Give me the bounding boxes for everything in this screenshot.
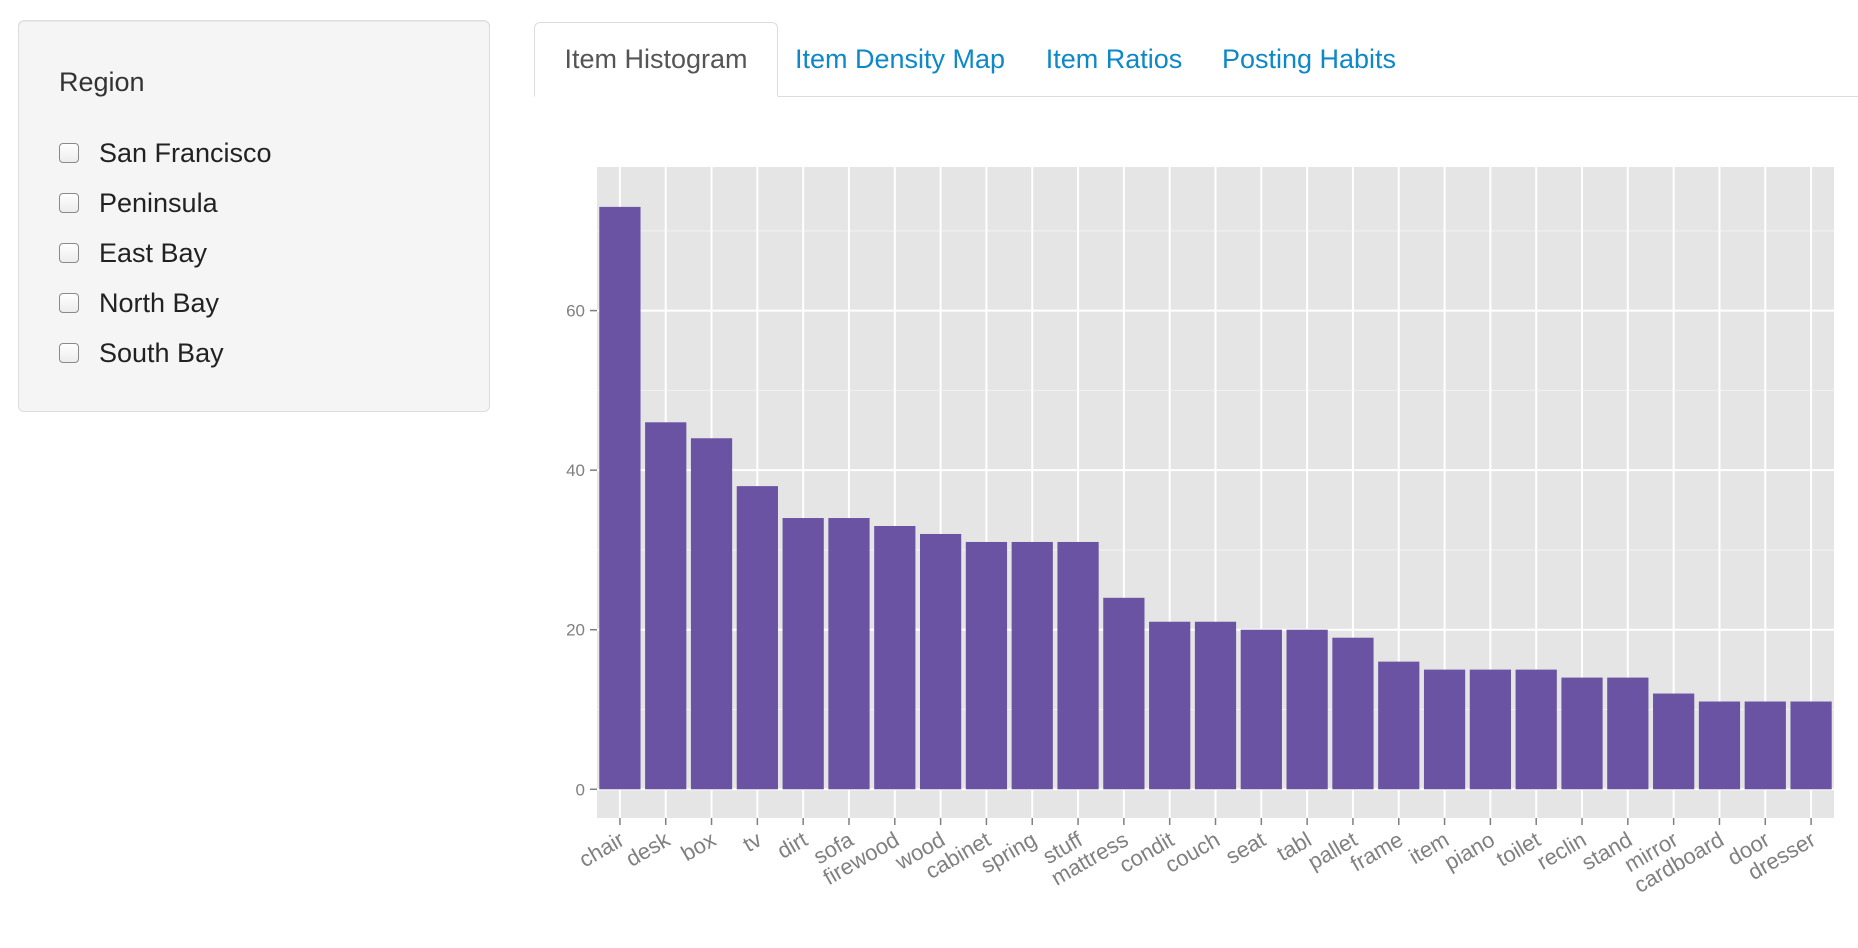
x-tick-label-dresser: dresser (1744, 827, 1820, 885)
x-tick-label-pallet: pallet (1303, 827, 1361, 875)
x-tick-label-couch: couch (1161, 827, 1224, 878)
region-filter-panel: Region San Francisco Peninsula East Bay … (18, 20, 490, 412)
x-tick-label-cabinet: cabinet (921, 827, 995, 884)
major-gridlines (597, 167, 1834, 818)
bar-sofa (828, 518, 870, 790)
bar-door (1744, 701, 1786, 790)
bar-dirt (782, 518, 824, 790)
bar-piano (1469, 669, 1512, 790)
x-tick-label-wood: wood (890, 827, 949, 875)
bar-toilet (1515, 669, 1557, 790)
x-tick-label-door: door (1723, 827, 1774, 871)
bar-spring (1011, 541, 1053, 790)
bar-firewood (874, 526, 916, 790)
bar-mattress (1103, 597, 1145, 790)
bar-frame (1378, 661, 1420, 790)
bar-cabinet (965, 541, 1008, 790)
region-option-label: Peninsula (99, 187, 218, 218)
bar-box (690, 438, 733, 790)
x-tick-label-tv: tv (739, 827, 766, 857)
region-option-label: North Bay (99, 287, 220, 318)
checkbox[interactable] (59, 193, 79, 213)
checkbox[interactable] (59, 293, 79, 313)
x-tick-label-condit: condit (1115, 827, 1178, 878)
y-tick-label: 40 (566, 461, 585, 480)
bar-stuff (1057, 541, 1099, 790)
x-tick-label-stand: stand (1577, 827, 1636, 876)
region-option-san-francisco[interactable]: San Francisco (59, 133, 272, 173)
tab-item-histogram[interactable]: Item Histogram (534, 22, 778, 97)
bar-reclin (1561, 677, 1603, 790)
x-tick-label-spring: spring (976, 827, 1040, 879)
x-tick-label-dirt: dirt (773, 827, 812, 864)
x-tick-label-frame: frame (1346, 827, 1407, 877)
y-axis: 0 20 40 60 (566, 302, 597, 799)
bar-dresser (1790, 701, 1832, 790)
x-tick-label-firewood: firewood (819, 827, 904, 890)
tab-bar: Item Histogram Item Density Map Item Rat… (534, 22, 1858, 97)
tab-item-density-map[interactable]: Item Density Map (794, 44, 1006, 74)
tab-posting-habits[interactable]: Posting Habits (1221, 44, 1397, 74)
x-tick-label-seat: seat (1221, 827, 1270, 869)
region-option-label: East Bay (99, 237, 208, 268)
bar-stand (1607, 677, 1649, 790)
bars (599, 206, 1832, 790)
x-tick-label-box: box (677, 827, 720, 866)
region-title: Region (59, 67, 145, 97)
x-tick-label-desk: desk (621, 826, 675, 871)
checkbox[interactable] (59, 243, 79, 263)
tab-bar-divider (534, 96, 1858, 97)
region-option-peninsula[interactable]: Peninsula (59, 183, 218, 223)
x-tick-label-tabl: tabl (1272, 827, 1315, 866)
bar-tv (736, 486, 778, 790)
y-tick-label: 0 (576, 780, 585, 799)
bar-cardboard (1698, 701, 1741, 790)
bar-chair (599, 206, 641, 790)
y-tick-label: 20 (566, 621, 585, 640)
bar-tabl (1286, 629, 1328, 790)
minor-gridlines (597, 230, 1834, 710)
checkbox[interactable] (59, 343, 79, 363)
bar-couch (1194, 621, 1237, 790)
x-tick-label-stuff: stuff (1038, 826, 1087, 869)
x-tick-label-reclin: reclin (1532, 827, 1590, 875)
bar-wood (919, 533, 962, 790)
y-tick-label: 60 (566, 302, 585, 321)
x-tick-label-sofa: sofa (809, 826, 858, 869)
x-tick-label-piano: piano (1440, 827, 1499, 876)
x-tick-label-mattress: mattress (1047, 827, 1133, 891)
bar-mirror (1653, 693, 1695, 790)
x-tick-label-cardboard: cardboard (1630, 827, 1728, 898)
bar-pallet (1332, 637, 1374, 790)
plot-panel (597, 167, 1834, 818)
x-tick-label-mirror: mirror (1620, 827, 1682, 877)
bar-seat (1240, 629, 1282, 790)
region-option-label: San Francisco (99, 137, 272, 168)
region-option-east-bay[interactable]: East Bay (59, 233, 207, 273)
bar-condit (1149, 621, 1191, 790)
tab-item-ratios[interactable]: Item Ratios (1045, 44, 1183, 74)
region-option-south-bay[interactable]: South Bay (59, 333, 224, 373)
x-tick-label-item: item (1405, 827, 1453, 869)
bar-desk (645, 422, 687, 790)
region-option-label: South Bay (99, 337, 224, 368)
checkbox[interactable] (59, 143, 79, 163)
region-option-north-bay[interactable]: North Bay (59, 283, 219, 323)
x-tick-label-chair: chair (575, 827, 629, 872)
x-tick-label-toilet: toilet (1492, 827, 1545, 872)
bar-item (1423, 669, 1466, 790)
